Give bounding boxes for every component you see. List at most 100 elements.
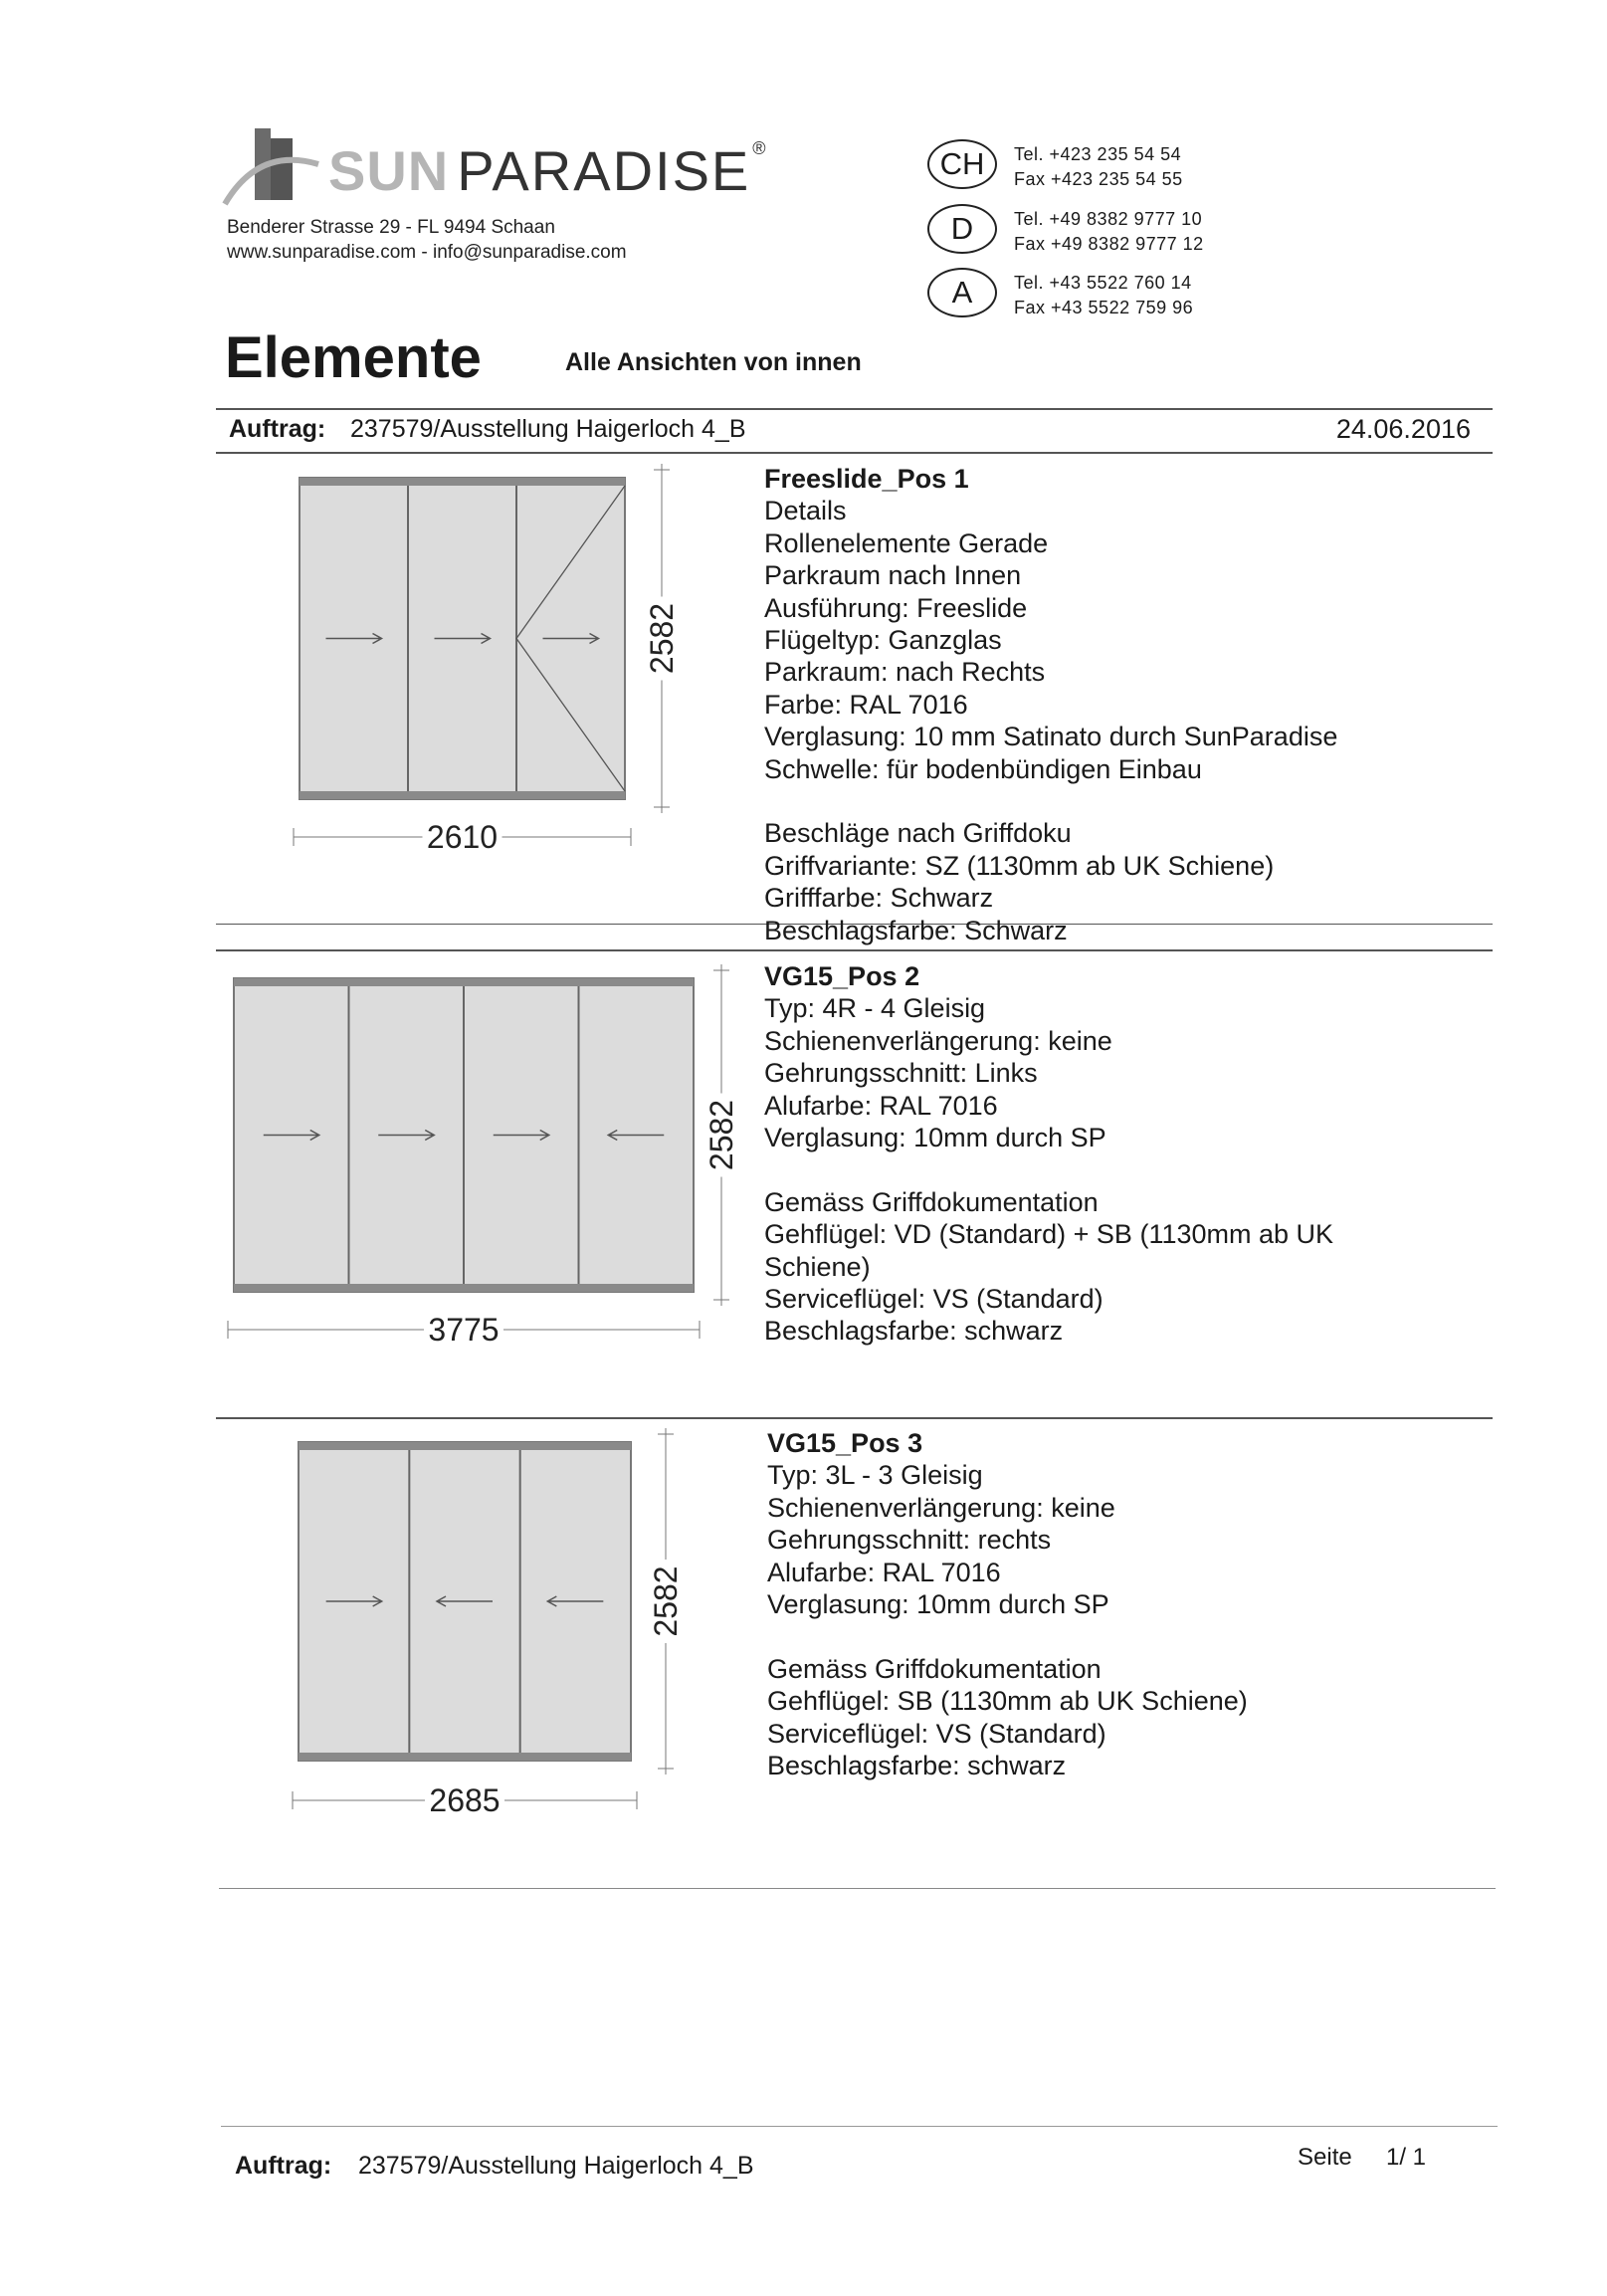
footer-order-label: Auftrag:	[235, 2152, 332, 2180]
top-rail	[300, 478, 625, 486]
frame	[299, 477, 626, 800]
detail-line: Schienenverlängerung: keine	[767, 1492, 1115, 1523]
arrow-left-icon	[606, 1129, 665, 1142]
detail-line: Rollenelemente Gerade	[764, 527, 1049, 558]
page-subtitle: Alle Ansichten von innen	[565, 348, 862, 376]
tel: Tel. +49 8382 9777 10	[1014, 209, 1203, 229]
detail-line: Gehrungsschnitt: rechts	[767, 1525, 1052, 1556]
arrow-right-icon	[325, 632, 384, 645]
position-details-3: VG15_Pos 3 Typ: 3L - 3 Gleisig Schienenver…	[767, 1427, 1248, 1781]
swing-indicator	[515, 485, 626, 792]
height-label: 2582	[644, 603, 680, 674]
bottom-rail	[300, 791, 625, 799]
contact-phone: Tel. +49 8382 9777 10 Fax +49 8382 9777 …	[1014, 207, 1204, 257]
detail-line: Gemäss Griffdokumentation	[767, 1653, 1102, 1684]
footer-order-value: 237579/Ausstellung Haigerloch 4_B	[358, 2152, 754, 2180]
arrow-right-icon	[493, 1129, 551, 1142]
detail-line: Serviceflügel: VS (Standard)	[767, 1718, 1106, 1749]
arrow-right-icon	[378, 1129, 436, 1142]
height-label: 2582	[648, 1565, 684, 1636]
label-bg	[644, 596, 680, 681]
detail-line: Gemäss Griffdokumentation	[764, 1186, 1099, 1217]
label-bg	[703, 1093, 739, 1177]
arrow-right-icon	[542, 632, 601, 645]
detail-line: Beschläge nach Griffdoku	[764, 818, 1072, 849]
detail-line: Typ: 4R - 4 Gleisig	[764, 993, 986, 1024]
logo-wordmark: SUN PARADISE ®	[328, 138, 766, 203]
order-label: Auftrag:	[229, 415, 326, 443]
country-badge-a: A	[927, 268, 997, 317]
arrow-right-icon	[434, 632, 493, 645]
detail-line: Griffvariante: SZ (1130mm ab UK Schiene)	[764, 850, 1275, 881]
detail-line: Ausführung: Freeslide	[764, 592, 1028, 623]
detail-line: Beschlagsfarbe: schwarz	[764, 1316, 1064, 1347]
logo-registered: ®	[752, 138, 766, 158]
detail-line: Grifffarbe: Schwarz	[764, 883, 994, 914]
order-date: 24.06.2016	[1335, 414, 1471, 444]
contact-phone: Tel. +43 5522 760 14 Fax +43 5522 759 96	[1014, 271, 1193, 320]
width-label: 2685	[429, 1782, 500, 1818]
arrow-left-icon	[545, 1595, 604, 1607]
detail-line: Serviceflügel: VS (Standard)	[764, 1284, 1104, 1315]
label-bg	[424, 1314, 503, 1346]
detail-line: Gehrungsschnitt: Links	[764, 1058, 1038, 1089]
width-label: 3775	[428, 1312, 499, 1348]
tel: Tel. +423 235 54 54	[1014, 144, 1182, 164]
detail-line: Schwelle: für bodenbündigen Einbau	[764, 753, 1202, 784]
detail-line: Parkraum: nach Rechts	[764, 657, 1046, 688]
detail-line	[764, 1153, 1333, 1185]
bottom-rail	[234, 1284, 694, 1292]
arrow-right-icon	[263, 1129, 321, 1142]
sunparadise-logo: SUN PARADISE ®	[219, 124, 816, 209]
detail-line: Schiene)	[764, 1251, 871, 1282]
divider	[216, 924, 1493, 925]
position-title: VG15_Pos 2	[764, 961, 920, 991]
detail-line: Gehflügel: SB (1130mm ab UK Schiene)	[767, 1686, 1248, 1717]
tel: Tel. +43 5522 760 14	[1014, 273, 1192, 293]
frame	[298, 1441, 632, 1762]
detail-line: Farbe: RAL 7016	[764, 689, 968, 720]
footer-page-number: 1/ 1	[1386, 2144, 1427, 2171]
country-badge-d: D	[927, 204, 997, 254]
height-label: 2582	[703, 1100, 739, 1170]
company-address: Benderer Strasse 29 - FL 9494 Schaan	[227, 217, 555, 238]
fax: Fax +43 5522 759 96	[1014, 298, 1194, 317]
detail-line: Gehflügel: VD (Standard) + SB (1130mm ab…	[764, 1219, 1334, 1250]
footer-page-label: Seite	[1298, 2144, 1352, 2171]
top-rail	[234, 978, 694, 986]
country-badge-ch: CH	[927, 139, 997, 189]
detail-line: Alufarbe: RAL 7016	[764, 1090, 998, 1121]
detail-line: Details	[764, 496, 847, 526]
label-bg	[648, 1560, 684, 1643]
logo-paradise: PARADISE	[457, 139, 751, 202]
divider	[216, 949, 1493, 951]
fax: Fax +423 235 54 55	[1014, 169, 1183, 189]
arrow-right-icon	[325, 1595, 384, 1607]
detail-line: Parkraum nach Innen	[764, 560, 1022, 591]
detail-line: Flügeltyp: Ganzglas	[764, 625, 1002, 656]
bottom-rail	[299, 1753, 631, 1761]
label-bg	[422, 821, 502, 853]
divider	[216, 452, 1493, 454]
contact-phone: Tel. +423 235 54 54 Fax +423 235 54 55	[1014, 142, 1183, 192]
arrow-left-icon	[435, 1595, 493, 1607]
detail-line: Beschlagsfarbe: schwarz	[767, 1751, 1067, 1781]
fax: Fax +49 8382 9777 12	[1014, 234, 1204, 254]
page-title: Elemente	[225, 325, 482, 390]
company-web: www.sunparadise.com - info@sunparadise.c…	[227, 242, 627, 263]
divider	[216, 408, 1493, 410]
detail-line: Schienenverlängerung: keine	[764, 1025, 1112, 1056]
detail-line: Verglasung: 10mm durch SP	[767, 1589, 1109, 1620]
top-rail	[299, 1442, 631, 1450]
position-title: Freeslide_Pos 1	[764, 464, 969, 494]
position-title: VG15_Pos 3	[767, 1428, 923, 1458]
detail-line: Verglasung: 10 mm Satinato durch SunPara…	[764, 722, 1338, 752]
order-value: 237579/Ausstellung Haigerloch 4_B	[350, 415, 746, 443]
divider	[216, 1417, 1493, 1419]
logo-building-icon	[222, 128, 319, 206]
detail-line: Alufarbe: RAL 7016	[767, 1557, 1001, 1587]
divider	[219, 1888, 1496, 1889]
label-bg	[425, 1784, 504, 1816]
width-label: 2610	[427, 819, 498, 855]
detail-line: Verglasung: 10mm durch SP	[764, 1123, 1106, 1153]
